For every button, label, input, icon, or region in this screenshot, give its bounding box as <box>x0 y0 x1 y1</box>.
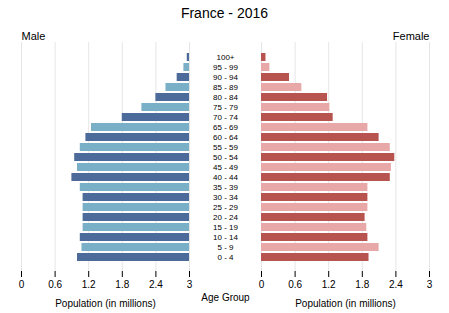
svg-text:0.6: 0.6 <box>48 279 62 290</box>
svg-text:1.2: 1.2 <box>81 279 95 290</box>
svg-text:35 - 39: 35 - 39 <box>213 183 238 192</box>
svg-text:0: 0 <box>18 279 24 290</box>
svg-text:3: 3 <box>426 279 432 290</box>
svg-text:40 - 44: 40 - 44 <box>213 173 238 182</box>
svg-text:70 - 74: 70 - 74 <box>213 113 238 122</box>
svg-text:90 - 94: 90 - 94 <box>213 73 238 82</box>
svg-text:20 - 24: 20 - 24 <box>213 213 238 222</box>
svg-text:5 - 9: 5 - 9 <box>217 243 234 252</box>
svg-text:80 - 84: 80 - 84 <box>213 93 238 102</box>
svg-text:1.8: 1.8 <box>115 279 129 290</box>
svg-text:30 - 34: 30 - 34 <box>213 193 238 202</box>
svg-text:45 - 49: 45 - 49 <box>213 163 238 172</box>
svg-text:65 - 69: 65 - 69 <box>213 123 238 132</box>
svg-text:Population (in millions): Population (in millions) <box>295 298 396 309</box>
svg-text:25 - 29: 25 - 29 <box>213 203 238 212</box>
html-text:France - 2016: France - 2016 <box>180 5 269 21</box>
svg-text:0.6: 0.6 <box>288 279 302 290</box>
svg-text:0: 0 <box>258 279 264 290</box>
svg-text:Male: Male <box>21 30 45 42</box>
svg-text:0 - 4: 0 - 4 <box>217 253 234 262</box>
svg-text:60 - 64: 60 - 64 <box>213 133 238 142</box>
svg-text:10 - 14: 10 - 14 <box>213 233 238 242</box>
svg-text:2.4: 2.4 <box>388 279 402 290</box>
svg-text:2.4: 2.4 <box>148 279 162 290</box>
svg-text:Population (in millions): Population (in millions) <box>55 298 156 309</box>
svg-text:Female: Female <box>392 30 429 42</box>
svg-text:55 - 59: 55 - 59 <box>213 143 238 152</box>
svg-text:Age Group: Age Group <box>201 292 250 303</box>
svg-text:3: 3 <box>186 279 192 290</box>
svg-text:1.8: 1.8 <box>355 279 369 290</box>
svg-text:50 - 54: 50 - 54 <box>213 153 238 162</box>
svg-text:75 - 79: 75 - 79 <box>213 103 238 112</box>
svg-text:1.2: 1.2 <box>321 279 335 290</box>
svg-text:15 - 19: 15 - 19 <box>213 223 238 232</box>
svg-text:95 - 99: 95 - 99 <box>213 63 238 72</box>
svg-text:85 - 89: 85 - 89 <box>213 83 238 92</box>
svg-text:100+: 100+ <box>216 53 234 62</box>
